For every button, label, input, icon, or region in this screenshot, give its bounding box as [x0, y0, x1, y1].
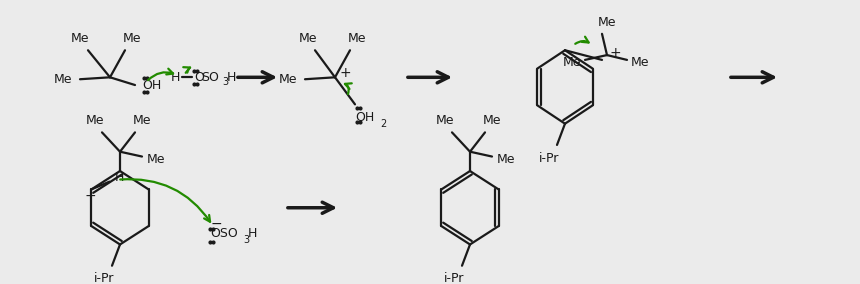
- Text: Me: Me: [86, 114, 104, 127]
- Text: Me: Me: [562, 56, 581, 69]
- Text: OH: OH: [143, 79, 162, 91]
- Text: i-Pr: i-Pr: [444, 272, 464, 284]
- Text: H: H: [226, 71, 236, 84]
- Text: Me: Me: [298, 32, 317, 45]
- Text: SO: SO: [201, 71, 219, 84]
- Text: Me: Me: [497, 153, 515, 166]
- Text: Me: Me: [147, 153, 165, 166]
- Text: Me: Me: [436, 114, 454, 127]
- Text: Me: Me: [53, 73, 72, 86]
- Text: H: H: [248, 227, 256, 240]
- Text: 2: 2: [380, 119, 386, 129]
- Text: i-Pr: i-Pr: [539, 152, 559, 165]
- Text: Me: Me: [347, 32, 366, 45]
- Text: H: H: [114, 171, 124, 184]
- Text: O: O: [194, 71, 204, 84]
- Text: OH: OH: [355, 111, 375, 124]
- Text: Me: Me: [123, 32, 141, 45]
- Text: H: H: [170, 71, 180, 84]
- Text: Me: Me: [482, 114, 501, 127]
- Text: −: −: [210, 217, 222, 231]
- Text: +: +: [609, 46, 621, 60]
- Text: Me: Me: [71, 32, 89, 45]
- Text: +: +: [339, 66, 351, 80]
- Text: Me: Me: [630, 56, 649, 69]
- Text: OSO: OSO: [210, 227, 238, 240]
- Text: +: +: [84, 189, 95, 203]
- Text: 3: 3: [222, 77, 228, 87]
- Text: Me: Me: [132, 114, 151, 127]
- Text: Me: Me: [598, 16, 617, 29]
- Text: Me: Me: [279, 73, 298, 86]
- Text: i-Pr: i-Pr: [94, 272, 114, 284]
- Text: 3: 3: [243, 235, 249, 245]
